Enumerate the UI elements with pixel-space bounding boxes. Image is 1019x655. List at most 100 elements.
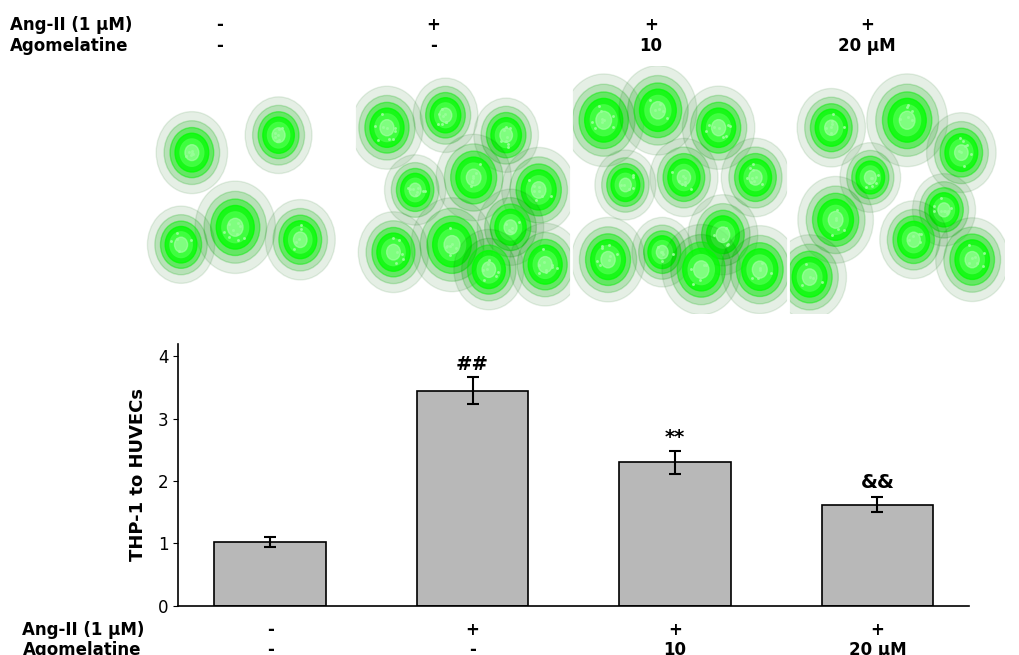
- Circle shape: [245, 97, 312, 174]
- Circle shape: [174, 237, 187, 252]
- Circle shape: [477, 256, 500, 283]
- Circle shape: [273, 208, 327, 271]
- Circle shape: [933, 122, 987, 183]
- Circle shape: [827, 212, 842, 228]
- Circle shape: [227, 218, 243, 236]
- Circle shape: [455, 157, 491, 198]
- Circle shape: [221, 212, 249, 243]
- Circle shape: [420, 86, 470, 144]
- Circle shape: [936, 203, 950, 217]
- Circle shape: [267, 122, 289, 148]
- Circle shape: [619, 66, 696, 155]
- Circle shape: [486, 113, 526, 158]
- Circle shape: [720, 138, 789, 217]
- Circle shape: [701, 108, 735, 147]
- Circle shape: [484, 198, 536, 257]
- Circle shape: [571, 217, 644, 302]
- Bar: [821, 505, 932, 606]
- Circle shape: [710, 221, 734, 248]
- Circle shape: [386, 244, 399, 260]
- Circle shape: [517, 233, 573, 297]
- Circle shape: [682, 86, 754, 170]
- Circle shape: [396, 168, 433, 212]
- Circle shape: [677, 242, 725, 297]
- Circle shape: [614, 174, 635, 196]
- Circle shape: [579, 92, 628, 149]
- Circle shape: [538, 257, 551, 272]
- Circle shape: [943, 227, 1000, 292]
- Circle shape: [741, 249, 777, 290]
- Circle shape: [584, 98, 623, 142]
- Text: -: -: [266, 641, 273, 655]
- Text: +: +: [859, 16, 873, 34]
- Circle shape: [887, 210, 940, 270]
- Circle shape: [743, 164, 766, 191]
- Circle shape: [639, 89, 676, 132]
- Circle shape: [523, 239, 567, 290]
- Circle shape: [846, 151, 893, 204]
- Circle shape: [293, 232, 307, 248]
- Circle shape: [823, 120, 838, 136]
- Circle shape: [781, 244, 838, 310]
- Text: 10: 10: [639, 37, 661, 55]
- Circle shape: [682, 248, 719, 291]
- Circle shape: [495, 122, 517, 147]
- Circle shape: [606, 164, 643, 206]
- Circle shape: [888, 98, 925, 142]
- Circle shape: [729, 147, 782, 208]
- Circle shape: [594, 150, 655, 220]
- Circle shape: [499, 128, 512, 142]
- Circle shape: [632, 217, 692, 287]
- Circle shape: [516, 164, 560, 216]
- Circle shape: [444, 144, 502, 211]
- Circle shape: [643, 231, 680, 273]
- Circle shape: [499, 215, 521, 240]
- Circle shape: [748, 170, 761, 185]
- Circle shape: [964, 252, 978, 268]
- Circle shape: [661, 225, 740, 315]
- Circle shape: [358, 212, 428, 293]
- Circle shape: [370, 108, 404, 147]
- Circle shape: [503, 220, 517, 234]
- Circle shape: [170, 232, 192, 257]
- Circle shape: [619, 178, 631, 192]
- Circle shape: [490, 118, 521, 153]
- Circle shape: [739, 159, 770, 196]
- Circle shape: [730, 235, 789, 304]
- Text: 20 μM: 20 μM: [838, 37, 895, 55]
- Circle shape: [283, 221, 317, 259]
- Circle shape: [802, 269, 816, 286]
- Text: **: **: [664, 428, 685, 447]
- Circle shape: [695, 204, 749, 266]
- Text: Agomelatine: Agomelatine: [22, 641, 141, 655]
- Circle shape: [453, 229, 524, 310]
- Circle shape: [650, 102, 664, 119]
- Circle shape: [413, 78, 478, 153]
- Text: -: -: [430, 37, 436, 55]
- Circle shape: [359, 96, 415, 160]
- Circle shape: [863, 171, 875, 184]
- Circle shape: [906, 232, 919, 248]
- Circle shape: [688, 195, 757, 275]
- Circle shape: [662, 153, 704, 202]
- Circle shape: [949, 140, 972, 166]
- Circle shape: [562, 74, 643, 166]
- Circle shape: [595, 111, 611, 129]
- Circle shape: [384, 155, 445, 225]
- Circle shape: [859, 166, 879, 189]
- Circle shape: [427, 216, 477, 273]
- Circle shape: [409, 183, 421, 196]
- Text: 20 μM: 20 μM: [848, 641, 905, 655]
- Circle shape: [693, 261, 708, 278]
- Text: ##: ##: [455, 355, 488, 374]
- Circle shape: [184, 145, 199, 160]
- Circle shape: [175, 133, 209, 172]
- Circle shape: [443, 236, 460, 254]
- Circle shape: [893, 105, 920, 136]
- Circle shape: [425, 92, 465, 138]
- Bar: [214, 542, 325, 606]
- Circle shape: [376, 233, 410, 271]
- Circle shape: [866, 74, 947, 166]
- Circle shape: [450, 151, 496, 204]
- Circle shape: [696, 102, 740, 153]
